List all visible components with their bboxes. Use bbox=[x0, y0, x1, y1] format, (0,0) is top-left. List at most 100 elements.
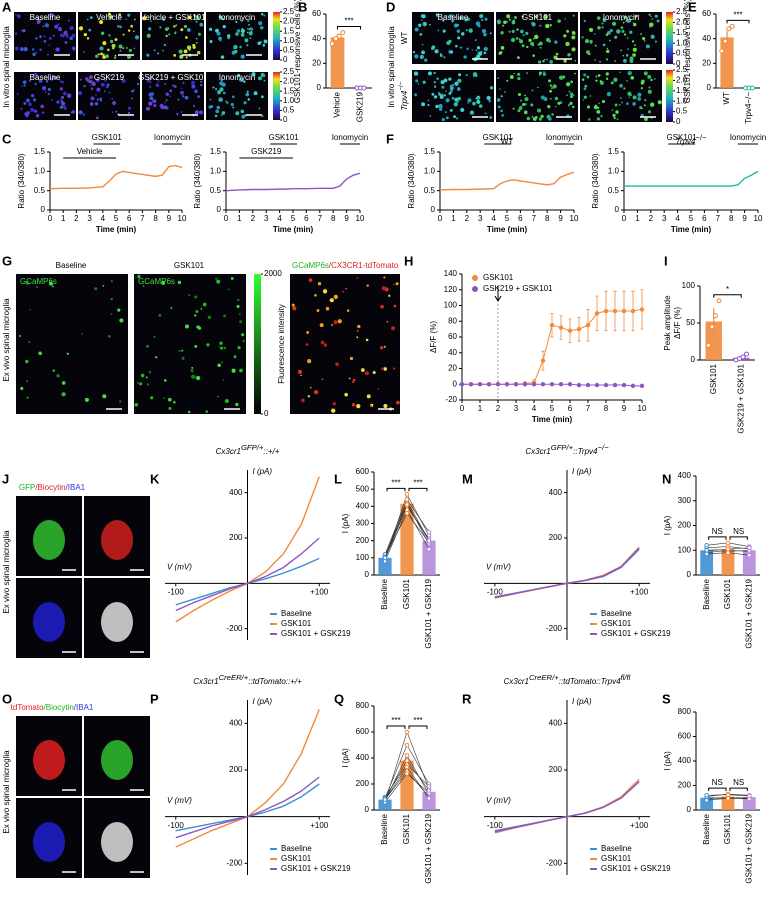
cell-blob bbox=[173, 25, 176, 28]
cell-blob bbox=[619, 104, 621, 106]
cell-blob bbox=[258, 107, 261, 110]
cell-blob bbox=[153, 104, 157, 108]
cell-blob bbox=[146, 383, 150, 386]
data-point bbox=[361, 85, 367, 91]
cell-blob bbox=[356, 330, 359, 332]
cell-blob bbox=[165, 34, 168, 38]
cell-blob bbox=[481, 29, 487, 34]
cell-blob bbox=[614, 103, 618, 107]
cell-blob bbox=[477, 24, 481, 28]
cell-blob bbox=[96, 78, 100, 82]
cell-blob bbox=[236, 304, 240, 308]
cell-blob bbox=[597, 74, 601, 77]
cell-blob bbox=[531, 89, 534, 92]
data-point bbox=[426, 529, 432, 535]
x-tick-label: 4 bbox=[532, 404, 537, 413]
colorbar-tick-label: 0 bbox=[676, 117, 681, 126]
x-tick-label: 10 bbox=[570, 214, 579, 223]
cell-blob bbox=[467, 17, 471, 21]
cell-blob bbox=[26, 111, 30, 115]
cell-blob bbox=[139, 382, 143, 386]
cell-blob bbox=[232, 95, 235, 99]
cell-blob bbox=[517, 109, 521, 113]
cell-blob bbox=[217, 395, 219, 398]
cell-blob bbox=[383, 367, 388, 371]
cell-blob bbox=[613, 116, 616, 120]
cell-blob bbox=[422, 80, 426, 84]
x-tick-label: -100 bbox=[487, 821, 504, 830]
cell-blob bbox=[262, 44, 266, 47]
cell-blob bbox=[526, 45, 529, 49]
y-tick-label: -200 bbox=[226, 858, 243, 867]
cell-blob bbox=[380, 304, 384, 309]
y-tick-label: 400 bbox=[549, 718, 563, 727]
panel-letter: B bbox=[298, 0, 307, 14]
cell-blob bbox=[457, 96, 462, 101]
data-point bbox=[459, 382, 465, 387]
legend-label: GSK101 bbox=[483, 273, 514, 282]
y-tick-label: 0 bbox=[217, 205, 222, 214]
cell-blob bbox=[195, 375, 201, 381]
cell-blob bbox=[200, 308, 203, 310]
y-tick-label: 400 bbox=[356, 501, 370, 510]
x-axis-label: V (mV) bbox=[167, 796, 192, 805]
cell-blob bbox=[421, 19, 423, 21]
cell-blob bbox=[32, 52, 36, 57]
y-tick-label: 0.5 bbox=[424, 186, 436, 195]
cell-blob bbox=[440, 80, 445, 85]
cell-blob bbox=[650, 15, 652, 18]
bar bbox=[378, 799, 392, 810]
legend-label: GSK101 bbox=[281, 619, 312, 628]
cell-blob bbox=[648, 13, 651, 16]
data-point bbox=[704, 551, 709, 557]
cell-blob bbox=[323, 343, 328, 347]
x-tick-label: -100 bbox=[487, 587, 504, 596]
cell-blob bbox=[234, 49, 238, 54]
cell-blob bbox=[165, 92, 169, 97]
cell-blob bbox=[81, 332, 83, 335]
cell-blob bbox=[515, 37, 519, 40]
y-tick-label: 120 bbox=[444, 285, 458, 294]
cell-blob bbox=[99, 19, 104, 25]
cell-blob bbox=[316, 309, 320, 312]
cell-blob bbox=[450, 50, 454, 54]
data-point bbox=[531, 382, 537, 387]
cell-blob bbox=[395, 282, 399, 286]
cell-blob bbox=[89, 102, 94, 106]
cell-blob bbox=[632, 22, 635, 24]
x-tick-label: 2 bbox=[465, 214, 470, 223]
cell-blob bbox=[238, 313, 241, 315]
cell-body bbox=[33, 740, 65, 780]
text-part: fl/fl bbox=[621, 673, 631, 682]
data-point bbox=[404, 742, 410, 748]
cell-blob bbox=[456, 23, 460, 27]
data-point bbox=[558, 382, 564, 387]
y-tick-label: 400 bbox=[678, 756, 692, 765]
cell-blob bbox=[513, 15, 518, 20]
x-tick-label: 10 bbox=[178, 214, 187, 223]
cell-blob bbox=[48, 44, 51, 47]
y-tick-label: 0 bbox=[41, 205, 46, 214]
cell-blob bbox=[164, 27, 169, 32]
cell-blob bbox=[38, 351, 43, 356]
image-label: Ionomycin bbox=[603, 13, 639, 22]
panel-letter: F bbox=[386, 131, 394, 146]
cell-blob bbox=[21, 85, 23, 87]
colorbar-tick-label: 0 bbox=[283, 55, 288, 64]
span-label: GSK101 bbox=[268, 133, 299, 142]
y-tick-label: 100 bbox=[682, 281, 696, 290]
legend-label: GSK101 bbox=[281, 854, 312, 863]
data-point bbox=[340, 30, 346, 35]
colorbar-tick-label: 2.0 bbox=[676, 18, 688, 27]
cell-blob bbox=[532, 37, 535, 40]
cell-blob bbox=[551, 87, 553, 90]
y-tick-label: 100 bbox=[444, 301, 458, 310]
cell-blob bbox=[78, 26, 84, 31]
y-axis-label: Ratio (340/380) bbox=[17, 153, 26, 208]
x-tick-label: +100 bbox=[310, 587, 329, 596]
cell-blob bbox=[346, 309, 350, 312]
cell-blob bbox=[627, 20, 630, 23]
cell-blob bbox=[35, 51, 38, 54]
cell-blob bbox=[36, 19, 41, 24]
cell-blob bbox=[531, 21, 535, 25]
